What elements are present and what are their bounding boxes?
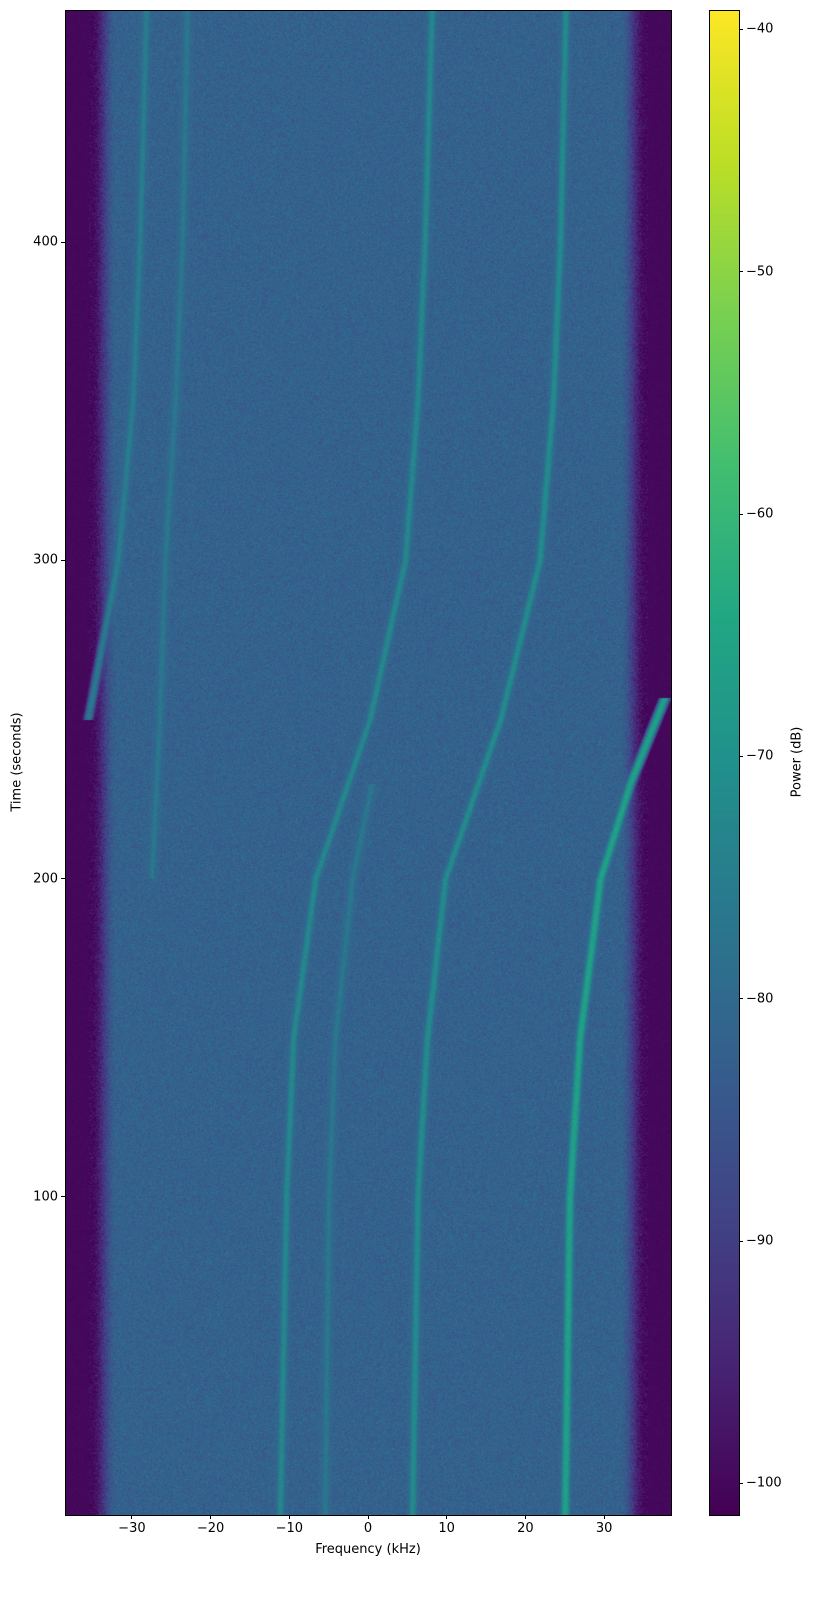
y-tick-label: 100 xyxy=(33,1189,58,1205)
x-tick-mark xyxy=(210,1515,212,1519)
x-tick-mark xyxy=(603,1515,605,1519)
y-tick-mark xyxy=(61,1196,65,1198)
x-tick-mark xyxy=(446,1515,448,1519)
spectrogram-heatmap xyxy=(65,10,671,1515)
colorbar-label: Power (dB) xyxy=(789,726,805,798)
colorbar-tick-mark xyxy=(739,513,743,515)
x-tick-mark xyxy=(288,1515,290,1519)
y-tick-mark xyxy=(61,559,65,561)
colorbar-tick-mark xyxy=(739,1240,743,1242)
colorbar-tick-mark xyxy=(739,998,743,1000)
x-axis-label: Frequency (kHz) xyxy=(315,1542,421,1557)
colorbar-tick-label: −90 xyxy=(746,1233,774,1249)
x-tick-mark xyxy=(367,1515,369,1519)
colorbar-tick-label: −60 xyxy=(746,506,774,522)
colorbar-gradient xyxy=(709,10,739,1515)
x-tick-label: −30 xyxy=(118,1521,146,1536)
colorbar-tick-label: −40 xyxy=(746,21,774,37)
spectrogram-plot xyxy=(65,10,671,1515)
colorbar-tick-mark xyxy=(739,271,743,273)
y-axis-label: Time (seconds) xyxy=(9,712,25,812)
colorbar-tick-label: −70 xyxy=(746,748,774,764)
x-tick-mark xyxy=(131,1515,133,1519)
y-tick-label: 400 xyxy=(33,234,58,250)
colorbar-tick-label: −80 xyxy=(746,991,774,1007)
colorbar-tick-mark xyxy=(739,28,743,30)
x-tick-label: 30 xyxy=(595,1521,613,1536)
x-tick-label: 10 xyxy=(438,1521,455,1536)
x-tick-label: −10 xyxy=(275,1521,304,1536)
colorbar-tick-mark xyxy=(739,755,743,757)
y-tick-label: 200 xyxy=(33,871,58,887)
x-tick-label: −20 xyxy=(196,1521,225,1536)
colorbar-tick-label: −50 xyxy=(746,264,774,280)
x-tick-label: 0 xyxy=(363,1521,373,1536)
x-tick-mark xyxy=(524,1515,526,1519)
y-tick-mark xyxy=(61,241,65,243)
x-tick-label: 20 xyxy=(517,1521,534,1536)
colorbar-tick-label: −100 xyxy=(746,1475,782,1491)
colorbar-tick-mark xyxy=(739,1482,743,1484)
y-tick-mark xyxy=(61,878,65,880)
colorbar xyxy=(709,10,739,1515)
y-tick-label: 300 xyxy=(33,552,58,568)
